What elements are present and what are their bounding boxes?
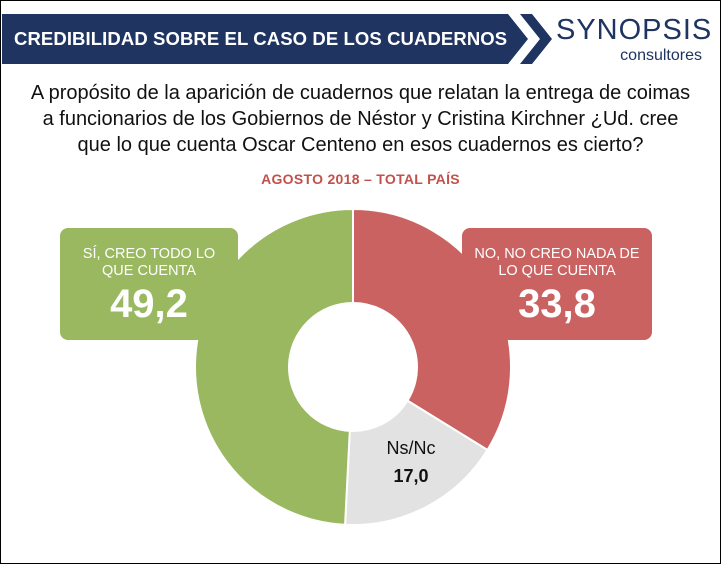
survey-question: A propósito de la aparición de cuadernos… [0,80,721,158]
slice-nsnc [344,399,489,526]
question-line: que lo que cuenta Oscar Centeno en esos … [77,134,644,156]
question-line: a funcionarios de los Gobiernos de Nésto… [42,108,679,130]
callout-no-value: 33,8 [518,282,596,326]
callout-yes-label-line: QUE CUENTA [102,263,196,279]
callout-yes-label-line: SÍ, CREO TODO LO [82,246,216,262]
banner-background [2,14,528,64]
logo-wordmark: SYNOPSIS [556,14,713,46]
nsnc-value: 17,0 [393,466,429,486]
callout-no-label-line: NO, NO CREO NADA DE [474,246,640,262]
callout-yes-value: 49,2 [110,282,188,326]
banner-title: CREDIBILIDAD SOBRE EL CASO DE LOS CUADER… [14,28,508,49]
title-banner [2,14,552,64]
callout-yes: SÍ, CREO TODO LO QUE CUENTA 49,2 [60,228,238,340]
synopsis-logo: SYNOPSIS consultores [556,14,713,70]
banner-chevron [520,14,552,64]
callout-no-label-line: LO QUE CUENTA [498,263,616,279]
chart-subtitle: AGOSTO 2018 – TOTAL PAÍS [261,171,460,187]
question-line: A propósito de la aparición de cuadernos… [30,82,691,104]
callout-no: NO, NO CREO NADA DE LO QUE CUENTA 33,8 [462,228,652,340]
nsnc-label-block: Ns/Nc 17,0 [368,437,454,489]
nsnc-label: Ns/Nc [386,438,436,458]
logo-subtext: consultores [620,47,702,64]
